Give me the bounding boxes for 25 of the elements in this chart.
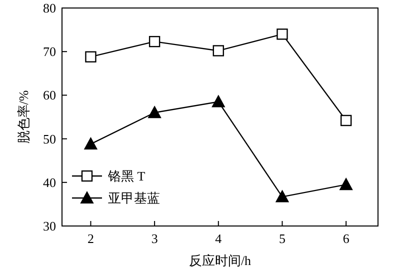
point bbox=[276, 190, 289, 202]
point bbox=[340, 178, 353, 190]
point bbox=[85, 51, 96, 62]
x-tick-label: 3 bbox=[151, 231, 158, 246]
x-tick-label: 4 bbox=[215, 231, 222, 246]
point bbox=[212, 95, 225, 108]
legend-label: 亚甲基蓝 bbox=[108, 190, 160, 206]
y-tick-label: 70 bbox=[43, 44, 56, 60]
point bbox=[340, 114, 352, 126]
y-tick-label: 60 bbox=[43, 88, 56, 103]
point bbox=[276, 28, 288, 40]
x-tick-label: 5 bbox=[278, 231, 286, 246]
y-tick-label: 30 bbox=[43, 218, 56, 234]
y-axis-title: 脱色率/% bbox=[16, 90, 31, 144]
point bbox=[148, 36, 160, 48]
legend-label: 铬黑 T bbox=[107, 168, 146, 184]
y-tick-label: 80 bbox=[43, 0, 56, 16]
x-tick-label: 2 bbox=[87, 231, 94, 246]
point bbox=[212, 45, 224, 56]
point bbox=[84, 138, 98, 150]
x-tick-label: 6 bbox=[342, 231, 350, 246]
y-tick-label: 50 bbox=[43, 131, 56, 146]
point bbox=[148, 106, 162, 118]
x-axis-title: 反应时间/h bbox=[188, 253, 252, 268]
y-tick-label: 40 bbox=[43, 174, 56, 190]
